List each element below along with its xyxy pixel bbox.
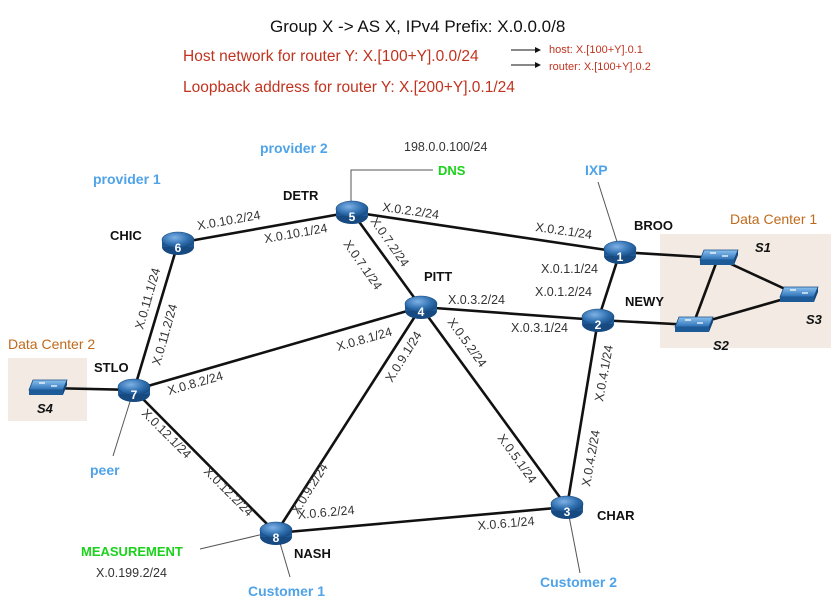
- router-1-icon: 1: [603, 240, 637, 264]
- ip-newy-char-2: X.0.4.1/24: [592, 344, 616, 403]
- peer-line: [112, 391, 134, 457]
- ixp-line: [597, 181, 620, 249]
- ip-stlo-nash-8: X.0.12.2/24: [201, 464, 256, 519]
- link-newy-char: [565, 319, 600, 508]
- switch-s2: [674, 316, 714, 332]
- link-pitt-nash: [274, 306, 423, 534]
- router-8-name: NASH: [294, 546, 331, 561]
- switch-s3: [779, 286, 819, 302]
- ip-newy-char-3: X.0.4.2/24: [579, 429, 603, 488]
- router-5-number: 5: [349, 210, 356, 224]
- ip-broo-newy-2: X.0.1.2/24: [535, 285, 592, 299]
- loopback-rule: Loopback address for router Y: X.[200+Y]…: [183, 79, 515, 96]
- measurement-label: MEASUREMENT: [81, 544, 183, 559]
- router-2-icon: 2: [581, 308, 615, 332]
- router-2-number: 2: [595, 318, 602, 332]
- link-pitt-char: [419, 306, 569, 508]
- host-network-rule: Host network for router Y: X.[100+Y].0.0…: [183, 48, 479, 65]
- provider-2-label: provider 2: [260, 140, 328, 156]
- router-6-number: 6: [175, 241, 182, 255]
- link-stlo-pitt: [133, 305, 422, 392]
- data-center-2-label: Data Center 2: [8, 336, 95, 352]
- customer-1-label: Customer 1: [248, 583, 325, 599]
- diagram-title: Group X -> AS X, IPv4 Prefix: X.0.0.0/8: [270, 17, 565, 36]
- router-5-icon: 5: [335, 200, 369, 224]
- ip-nash-char-8: X.0.6.2/24: [297, 503, 355, 522]
- data-center-1-label: Data Center 1: [730, 211, 817, 227]
- dns-line: [350, 169, 433, 208]
- customer-2-line: [568, 515, 581, 574]
- link-stlo-nash: [133, 389, 277, 534]
- ip-pitt-newy-2: X.0.3.1/24: [511, 321, 568, 335]
- router-5-name: DETR: [283, 188, 319, 203]
- peer-label: peer: [90, 462, 120, 478]
- router-6-icon: 6: [161, 231, 195, 255]
- router-7-name: STLO: [94, 360, 129, 375]
- ip-detr-broo-1: X.0.2.1/24: [535, 220, 593, 242]
- router-address-rule: router: X.[100+Y].0.2: [549, 61, 651, 73]
- router-7-number: 7: [131, 388, 138, 402]
- link-detr-pitt: [350, 211, 423, 308]
- link-detr-broo: [351, 210, 621, 254]
- ip-stlo-nash-7: X.0.12.1/24: [139, 406, 194, 461]
- switch-s2-label: S2: [713, 338, 730, 353]
- ixp-label: IXP: [585, 162, 608, 178]
- measurement-line: [199, 532, 269, 550]
- measurement-ip-label: X.0.199.2/24: [96, 566, 167, 580]
- provider-1-label: provider 1: [93, 171, 161, 187]
- router-6-name: CHIC: [110, 228, 142, 243]
- router-7-icon: 7: [117, 378, 151, 402]
- switch-s4-label: S4: [37, 401, 54, 416]
- link-chic-detr: [177, 210, 353, 245]
- ip-pitt-char-4: X.0.5.2/24: [445, 316, 490, 370]
- switch-s1: [699, 249, 739, 265]
- ip-chic-stlo-6: X.0.11.2/24: [149, 302, 180, 366]
- router-3-name: CHAR: [597, 508, 635, 523]
- switch-s1-label: S1: [755, 240, 771, 255]
- router-1-number: 1: [617, 250, 624, 264]
- link-s1-s2: [691, 257, 720, 326]
- link-pitt-newy: [420, 305, 599, 322]
- router-4-number: 4: [418, 305, 425, 319]
- ip-chic-stlo-7: X.0.11.1/24: [132, 266, 163, 330]
- router-3-icon: 3: [550, 495, 584, 519]
- host-address-rule: host: X.[100+Y].0.1: [549, 44, 643, 56]
- customer-2-label: Customer 2: [540, 574, 617, 590]
- router-3-number: 3: [564, 505, 571, 519]
- router-8-icon: 8: [259, 521, 293, 545]
- customer-1-line: [279, 542, 291, 578]
- link-chic-stlo: [132, 242, 180, 391]
- link-nash-char: [275, 505, 568, 535]
- dns-ip-label: 198.0.0.100/24: [404, 140, 487, 154]
- switch-s4: [28, 379, 68, 395]
- router-8-number: 8: [273, 531, 280, 545]
- ip-broo-newy-1: X.0.1.1/24: [541, 262, 598, 276]
- router-4-name: PITT: [424, 269, 452, 284]
- switch-s3-label: S3: [806, 312, 823, 327]
- dns-label: DNS: [438, 163, 466, 178]
- router-1-name: BROO: [634, 218, 673, 233]
- ip-nash-char-3: X.0.6.1/24: [477, 514, 535, 533]
- router-4-icon: 4: [404, 295, 438, 319]
- router-2-name: NEWY: [625, 294, 664, 309]
- ip-pitt-newy-4: X.0.3.2/24: [448, 293, 505, 307]
